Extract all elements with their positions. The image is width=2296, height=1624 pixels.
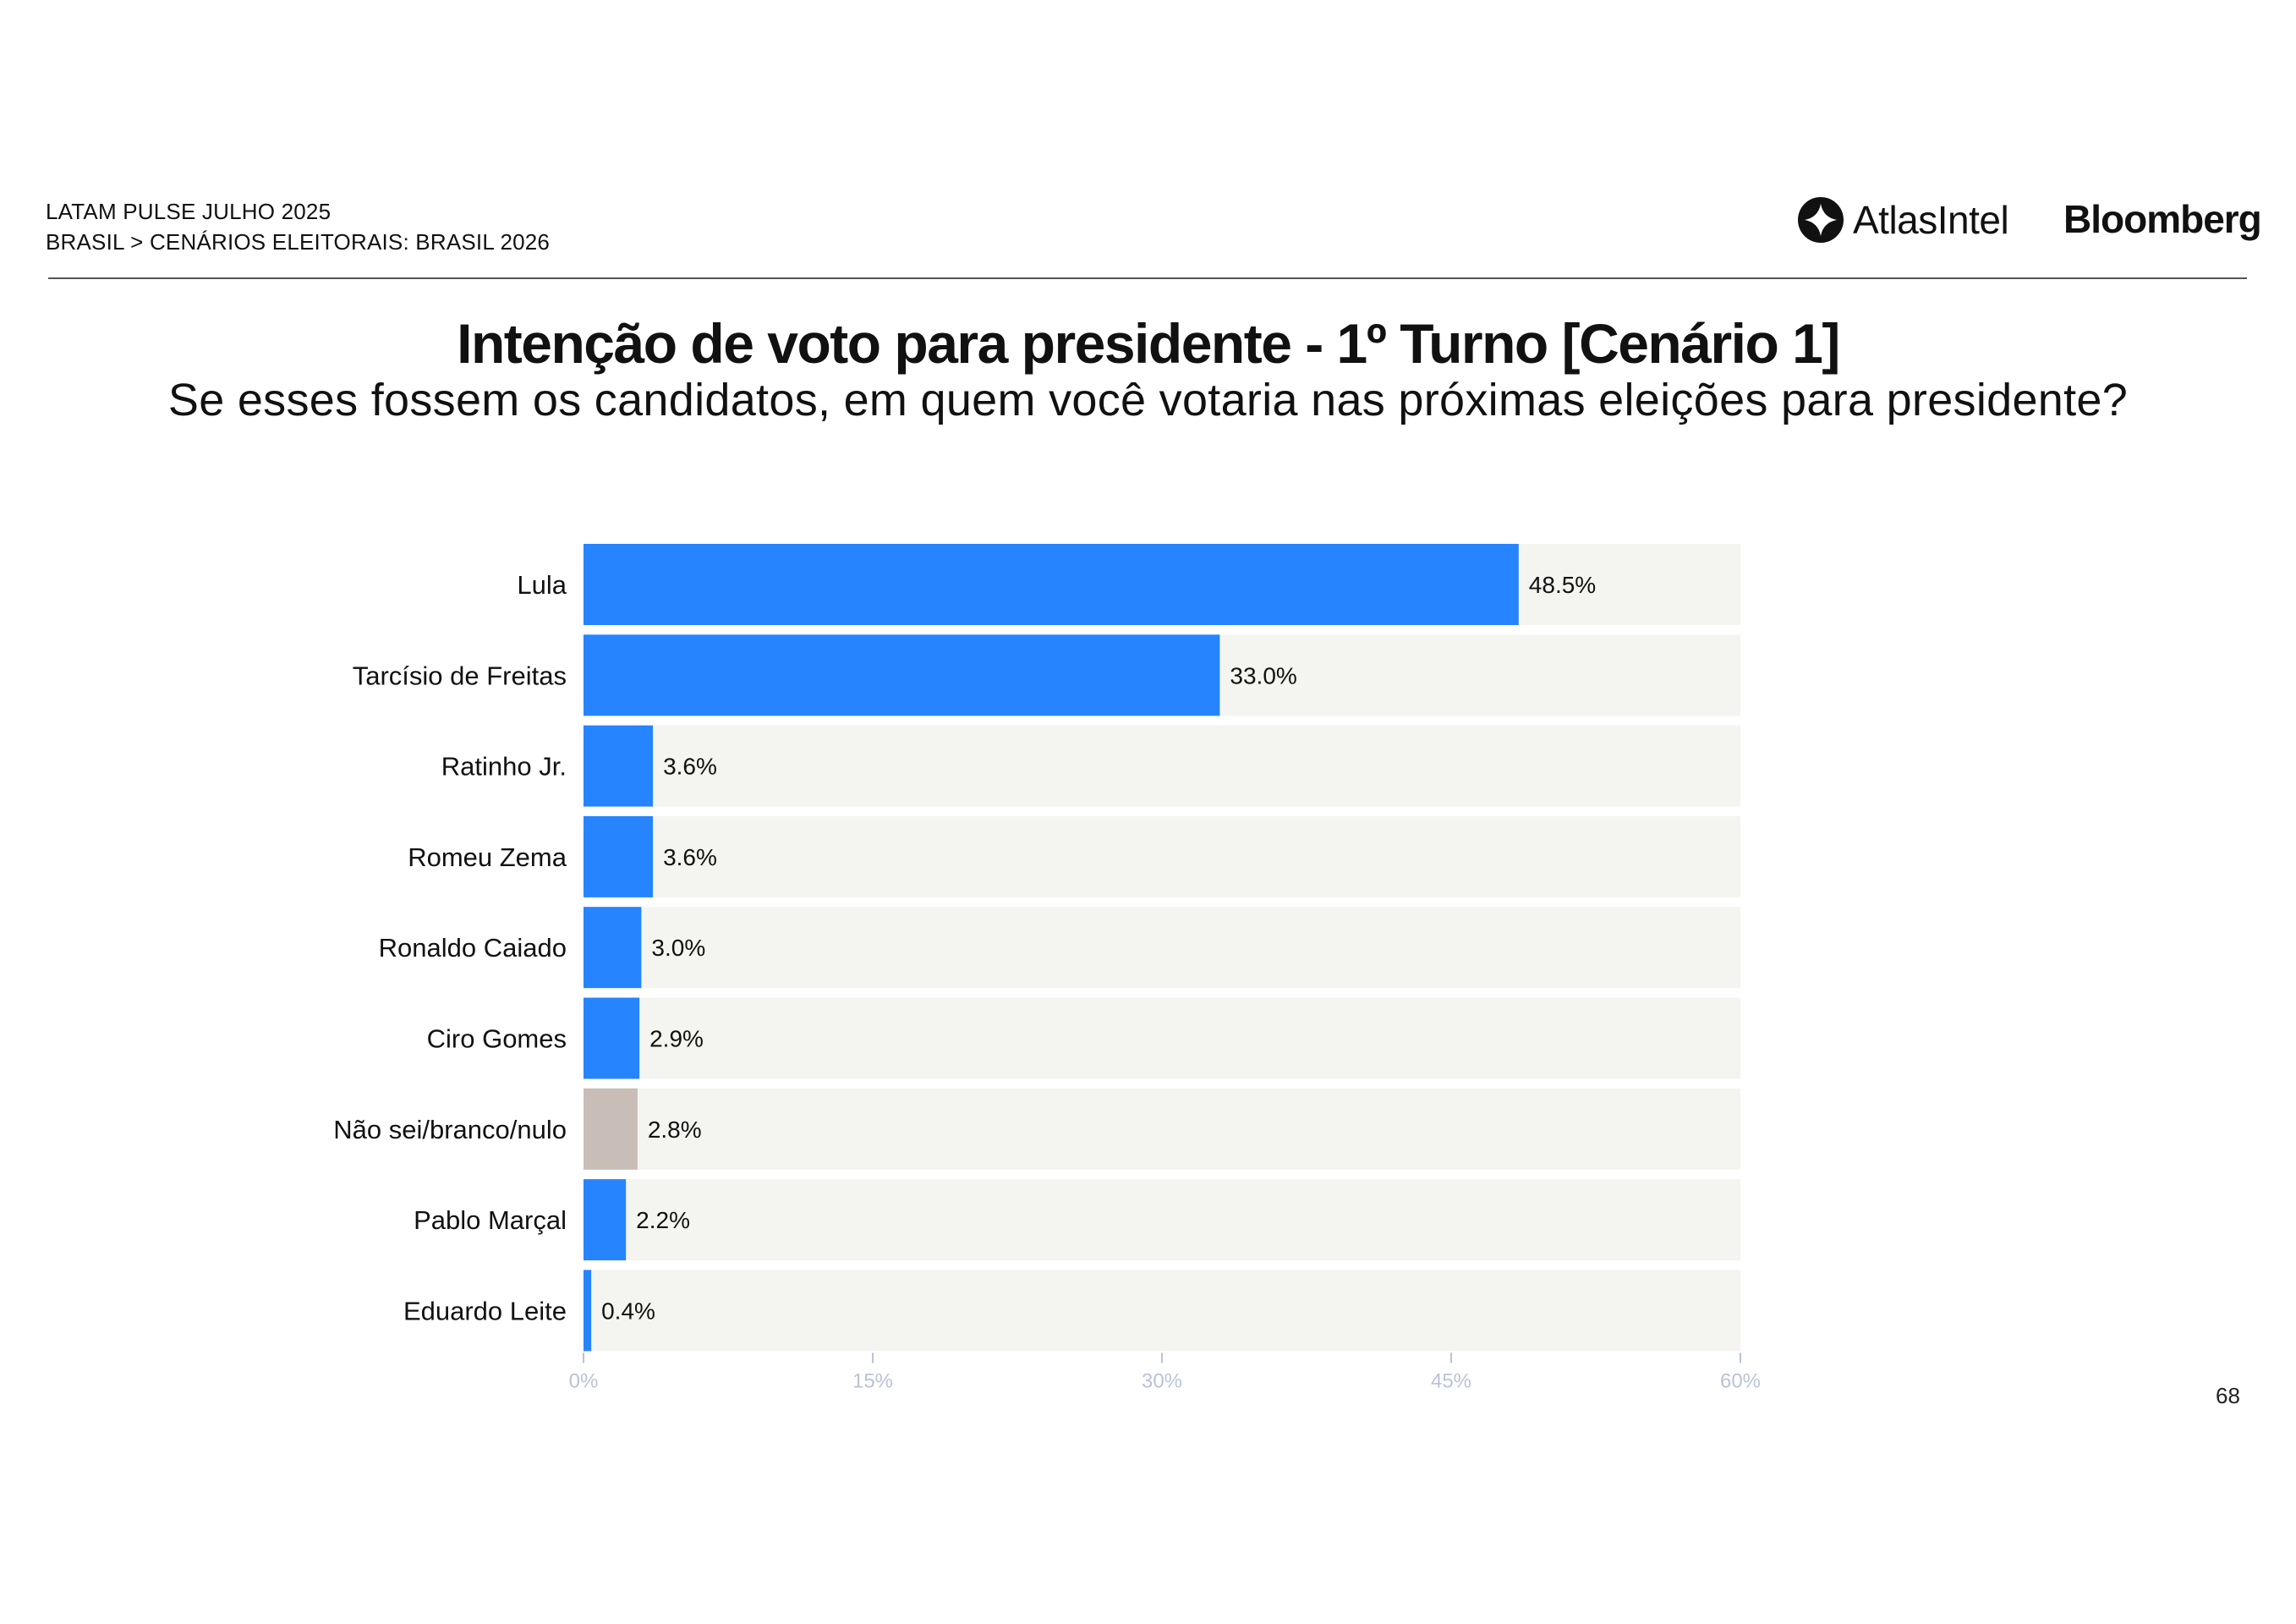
x-tick-label: 15% (852, 1369, 893, 1392)
bar-track (584, 997, 1740, 1079)
bar (584, 1088, 638, 1170)
atlasintel-logo: AtlasIntel (1797, 196, 2009, 244)
x-tick-label: 60% (1720, 1369, 1761, 1392)
category-label: Ronaldo Caiado (379, 933, 567, 963)
bar-track (584, 815, 1740, 897)
bar-track (584, 1088, 1740, 1170)
category-label: Romeu Zema (408, 842, 567, 872)
category-label: Lula (517, 570, 567, 600)
page-number: 68 (2216, 1383, 2240, 1408)
bar (584, 997, 640, 1079)
report-title: LATAM PULSE JULHO 2025 (46, 199, 332, 224)
x-tick-label: 30% (1142, 1369, 1182, 1392)
category-label: Ratinho Jr. (441, 752, 567, 782)
bar-track (584, 1270, 1740, 1352)
bar (584, 634, 1220, 716)
header-breadcrumb: LATAM PULSE JULHO 2025 BRASIL > CENÁRIOS… (46, 196, 550, 257)
x-tick-label: 45% (1431, 1369, 1471, 1392)
category-label: Tarcísio de Freitas (353, 661, 567, 690)
category-label: Pablo Marçal (414, 1205, 567, 1235)
bar-track (584, 725, 1740, 807)
atlasintel-wordmark: AtlasIntel (1853, 198, 2009, 242)
bar (584, 544, 1519, 625)
value-label: 3.0% (651, 935, 705, 961)
atlasintel-icon (1798, 197, 1844, 243)
bar-track (584, 907, 1740, 989)
value-label: 3.6% (663, 844, 717, 870)
value-label: 2.8% (648, 1116, 702, 1143)
category-label: Ciro Gomes (427, 1024, 567, 1054)
value-label: 0.4% (601, 1298, 655, 1324)
bar (584, 815, 654, 897)
bar (584, 907, 642, 989)
value-label: 3.6% (663, 754, 717, 780)
breadcrumb: BRASIL > CENÁRIOS ELEITORAIS: BRASIL 202… (46, 229, 551, 255)
bar-track (584, 1179, 1740, 1261)
chart-subtitle: Se esses fossem os candidatos, em quem v… (167, 375, 2129, 425)
chart-title: Intenção de voto para presidente - 1º Tu… (457, 312, 1840, 375)
x-tick-label: 0% (569, 1369, 599, 1392)
bar (584, 725, 654, 807)
header-divider (48, 277, 2247, 279)
category-label: Não sei/branco/nulo (333, 1115, 567, 1144)
bar (584, 1179, 627, 1261)
value-label: 2.2% (636, 1207, 690, 1233)
value-label: 2.9% (649, 1026, 704, 1052)
bloomberg-logo: Bloomberg (2063, 197, 2262, 241)
bar (584, 1270, 592, 1352)
value-label: 48.5% (1529, 572, 1596, 598)
category-label: Eduardo Leite (403, 1296, 567, 1325)
value-label: 33.0% (1230, 662, 1296, 689)
